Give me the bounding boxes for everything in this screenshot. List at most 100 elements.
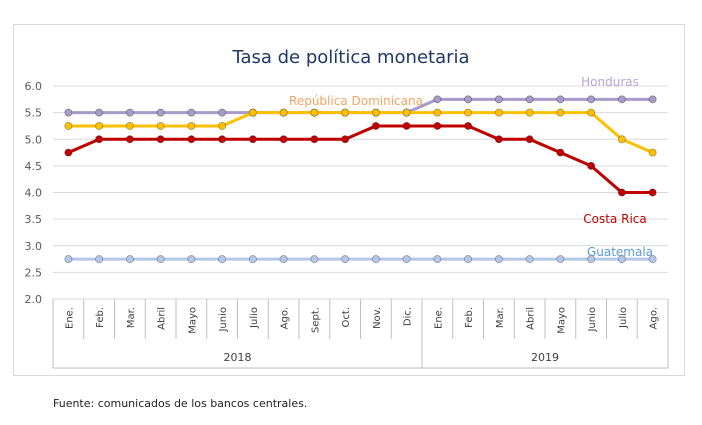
data-point-guatemala (464, 255, 473, 264)
data-point-republica-dominicana (494, 108, 503, 117)
x-tick-label: Junio (587, 307, 598, 333)
x-tick-label: Abril (157, 307, 168, 330)
x-tick-label: Mayo (187, 307, 198, 334)
data-point-costa-rica (433, 121, 442, 130)
x-tick-label: Mar. (126, 307, 137, 328)
data-point-honduras (125, 108, 134, 117)
x-tick-label: Mar. (495, 307, 506, 328)
year-label: 2019 (531, 351, 559, 364)
data-point-republica-dominicana (556, 108, 565, 117)
data-point-guatemala (494, 255, 503, 264)
y-tick-label: 2.0 (25, 293, 43, 306)
data-point-guatemala (64, 255, 73, 264)
y-tick-label: 5.5 (25, 107, 43, 120)
data-point-costa-rica (218, 135, 227, 144)
data-point-republica-dominicana (64, 121, 73, 130)
data-point-guatemala (125, 255, 134, 264)
data-point-honduras (95, 108, 104, 117)
chart-frame (13, 24, 685, 376)
data-point-honduras (156, 108, 165, 117)
y-tick-label: 4.0 (25, 187, 43, 200)
x-tick-label: Junio (218, 307, 229, 333)
data-point-republica-dominicana (402, 108, 411, 117)
data-point-honduras (556, 95, 565, 104)
data-point-guatemala (218, 255, 227, 264)
data-point-republica-dominicana (125, 121, 134, 130)
series-label-costa-rica: Costa Rica (583, 212, 646, 226)
x-tick-label: Sept. (310, 307, 321, 333)
data-point-guatemala (310, 255, 319, 264)
data-point-costa-rica (648, 188, 657, 197)
data-point-republica-dominicana (218, 121, 227, 130)
data-point-honduras (218, 108, 227, 117)
x-tick-label: Mayo (556, 307, 567, 334)
data-point-republica-dominicana (156, 121, 165, 130)
data-point-republica-dominicana (279, 108, 288, 117)
data-point-guatemala (433, 255, 442, 264)
x-tick-label: Ene. (64, 307, 75, 329)
data-point-guatemala (525, 255, 534, 264)
x-tick-label: Dic. (403, 307, 414, 326)
data-point-honduras (187, 108, 196, 117)
data-point-costa-rica (310, 135, 319, 144)
y-tick-label: 6.0 (25, 80, 43, 93)
y-tick-label: 3.5 (25, 213, 43, 226)
series-label-honduras: Honduras (581, 75, 639, 89)
x-tick-label: Abril (526, 307, 537, 330)
data-point-costa-rica (464, 121, 473, 130)
data-point-honduras (433, 95, 442, 104)
x-tick-label: Nov. (372, 307, 383, 329)
y-tick-label: 5.0 (25, 133, 43, 146)
data-point-guatemala (279, 255, 288, 264)
data-point-costa-rica (587, 161, 596, 170)
x-tick-label: Feb. (464, 307, 475, 328)
data-point-republica-dominicana (248, 108, 257, 117)
data-point-costa-rica (279, 135, 288, 144)
data-point-guatemala (156, 255, 165, 264)
series-label-guatemala: Guatemala (587, 245, 653, 259)
data-point-costa-rica (556, 148, 565, 157)
data-point-costa-rica (248, 135, 257, 144)
data-point-guatemala (248, 255, 257, 264)
data-point-republica-dominicana (617, 135, 626, 144)
data-point-costa-rica (525, 135, 534, 144)
x-tick-label: Oct. (341, 307, 352, 327)
data-point-costa-rica (341, 135, 350, 144)
data-point-honduras (525, 95, 534, 104)
data-point-costa-rica (617, 188, 626, 197)
x-tick-label: Ago. (649, 307, 660, 329)
x-tick-label: Ago. (280, 307, 291, 329)
x-tick-label: Julio (249, 307, 260, 329)
data-point-republica-dominicana (464, 108, 473, 117)
data-point-costa-rica (187, 135, 196, 144)
data-point-republica-dominicana (310, 108, 319, 117)
data-point-costa-rica (371, 121, 380, 130)
data-point-guatemala (617, 255, 626, 264)
data-point-guatemala (341, 255, 350, 264)
y-tick-label: 2.5 (25, 266, 43, 279)
y-tick-label: 3.0 (25, 240, 43, 253)
data-point-costa-rica (95, 135, 104, 144)
data-point-honduras (464, 95, 473, 104)
series-line-costa-rica (67, 124, 653, 194)
source-note: Fuente: comunicados de los bancos centra… (53, 397, 308, 410)
data-point-costa-rica (402, 121, 411, 130)
data-point-costa-rica (156, 135, 165, 144)
data-point-republica-dominicana (525, 108, 534, 117)
data-point-honduras (617, 95, 626, 104)
data-point-honduras (64, 108, 73, 117)
data-point-republica-dominicana (371, 108, 380, 117)
data-point-republica-dominicana (433, 108, 442, 117)
data-point-guatemala (95, 255, 104, 264)
data-point-honduras (494, 95, 503, 104)
series-line-republica-dominicana (68, 111, 654, 154)
data-point-honduras (587, 95, 596, 104)
x-tick-label: Ene. (433, 307, 444, 329)
series-label-republica-dominicana: República Dominicana (289, 94, 423, 108)
data-point-republica-dominicana (648, 148, 657, 157)
data-point-honduras (648, 95, 657, 104)
chart-title: Tasa de política monetaria (231, 47, 469, 68)
data-point-guatemala (587, 255, 596, 264)
x-tick-label: Feb. (95, 307, 106, 328)
